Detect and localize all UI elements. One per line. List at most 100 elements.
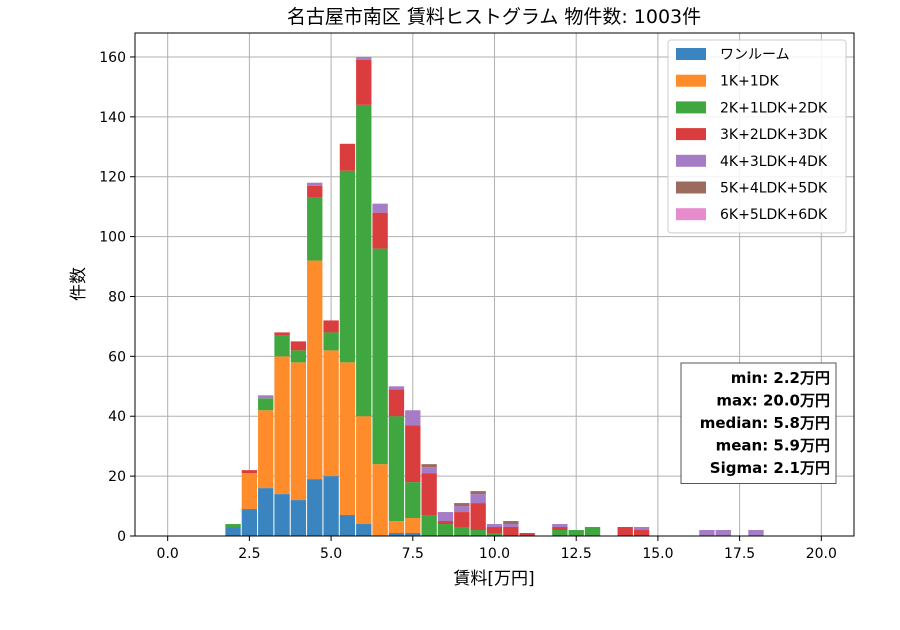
bar-segment — [405, 410, 421, 426]
bar-segment — [388, 533, 405, 536]
bar-segment — [388, 521, 405, 534]
y-tick-label: 100 — [99, 230, 126, 246]
stats-line: min: 2.2万円 — [731, 369, 830, 387]
bar-segment — [470, 491, 486, 495]
bar-segment — [356, 59, 372, 105]
bar-segment — [503, 524, 519, 528]
bar-segment — [307, 197, 323, 261]
bar-segment — [274, 335, 290, 357]
bar-segment — [274, 356, 290, 495]
x-tick-label: 15.0 — [642, 546, 673, 562]
bar-segment — [633, 530, 650, 536]
x-tick-label: 5.0 — [320, 546, 342, 562]
legend-swatch — [676, 74, 706, 87]
bar-segment — [307, 185, 323, 198]
bar-segment — [552, 524, 568, 528]
bar-segment — [421, 467, 437, 474]
bar-segment — [290, 341, 307, 351]
legend-label: 5K+4LDK+5DK — [720, 181, 828, 197]
bar-segment — [339, 170, 356, 363]
legend-label: ワンルーム — [720, 47, 790, 63]
y-tick-label: 40 — [108, 409, 126, 425]
bar-segment — [258, 398, 274, 411]
x-axis-ticks: 0.0 2.5 5.0 7.5 10.0 12.5 15.0 17.5 20.0 — [157, 536, 837, 562]
bar-segment — [552, 530, 568, 536]
legend-swatch — [676, 48, 706, 60]
y-tick-label: 160 — [99, 50, 126, 66]
legend-label: 4K+3LDK+4DK — [720, 154, 828, 170]
bar-segment — [552, 527, 568, 531]
bar-segment — [503, 527, 519, 536]
stats-line: mean: 5.9万円 — [716, 437, 830, 455]
bar-segment — [405, 518, 421, 534]
bar-segment — [274, 494, 290, 536]
bar-segment — [421, 473, 437, 516]
bar-segment — [748, 530, 764, 536]
y-tick-label: 20 — [108, 469, 126, 485]
y-tick-label: 60 — [108, 349, 126, 365]
legend: ワンルーム 1K+1DK 2K+1LDK+2DK 3K+2LDK+3DK 4K+3LDK… — [667, 39, 847, 234]
bar-segment — [421, 515, 437, 536]
y-tick-label: 140 — [99, 110, 126, 126]
x-tick-label: 20.0 — [806, 546, 837, 562]
bar-segment — [323, 476, 339, 536]
bar-segment — [258, 488, 274, 536]
bar-segment — [405, 482, 421, 519]
bar-segment — [356, 104, 372, 417]
y-tick-label: 120 — [99, 170, 126, 186]
bar-segment — [323, 350, 339, 477]
bar-segment — [486, 533, 503, 536]
bar-segment — [486, 527, 503, 534]
bar-segment — [356, 524, 372, 536]
bar-segment — [388, 389, 405, 417]
y-tick-label: 0 — [117, 529, 126, 545]
bar-segment — [454, 503, 470, 507]
legend-label: 3K+2LDK+3DK — [720, 127, 828, 143]
bar-segment — [372, 464, 388, 536]
legend-swatch — [676, 101, 706, 114]
bar-segment — [290, 362, 307, 501]
bar-segment — [323, 320, 339, 333]
stats-box: min: 2.2万円 max: 20.0万円 median: 5.8万円 mean: … — [680, 362, 837, 484]
bar-segment — [699, 530, 715, 536]
legend-box — [667, 39, 847, 234]
y-axis-ticks: 0 20 40 60 80 100 120 140 160 — [99, 50, 135, 545]
bar-segment — [715, 530, 731, 536]
x-tick-label: 17.5 — [724, 546, 755, 562]
x-tick-label: 10.0 — [479, 546, 510, 562]
bar-segment — [290, 350, 307, 363]
x-axis-label: 賃料[万円] — [453, 569, 534, 589]
bar-segment — [258, 410, 274, 489]
bar-segment — [339, 143, 356, 171]
bar-segment — [437, 512, 454, 522]
x-tick-label: 7.5 — [402, 546, 424, 562]
legend-swatch — [676, 181, 706, 194]
bar-segment — [274, 332, 290, 336]
legend-label: 6K+5LDK+6DK — [720, 207, 828, 223]
bar-segment — [241, 509, 258, 536]
bar-segment — [225, 527, 241, 536]
y-tick-label: 80 — [108, 289, 126, 305]
legend-label: 1K+1DK — [720, 74, 780, 90]
legend-swatch — [676, 154, 706, 167]
x-tick-label: 2.5 — [238, 546, 260, 562]
legend-label: 2K+1LDK+2DK — [720, 100, 828, 116]
bar-segment — [388, 416, 405, 522]
bar-segment — [307, 260, 323, 480]
bar-segment — [568, 530, 584, 536]
bar-segment — [356, 416, 372, 525]
bar-segment — [470, 503, 486, 531]
stats-frame — [680, 362, 837, 484]
bar-segment — [454, 527, 470, 536]
bar-segment — [454, 512, 470, 528]
bar-segment — [617, 527, 633, 536]
legend-swatch — [676, 208, 706, 221]
chart-title: 名古屋市南区 賃料ヒストグラム 物件数: 1003件 — [287, 6, 701, 28]
bar-segment — [454, 506, 470, 513]
x-tick-label: 0.0 — [157, 546, 179, 562]
stats-line: max: 20.0万円 — [716, 392, 830, 410]
bar-segment — [225, 524, 241, 528]
bar-series — [225, 56, 764, 536]
bar-segment — [486, 524, 503, 528]
bar-segment — [356, 56, 372, 60]
